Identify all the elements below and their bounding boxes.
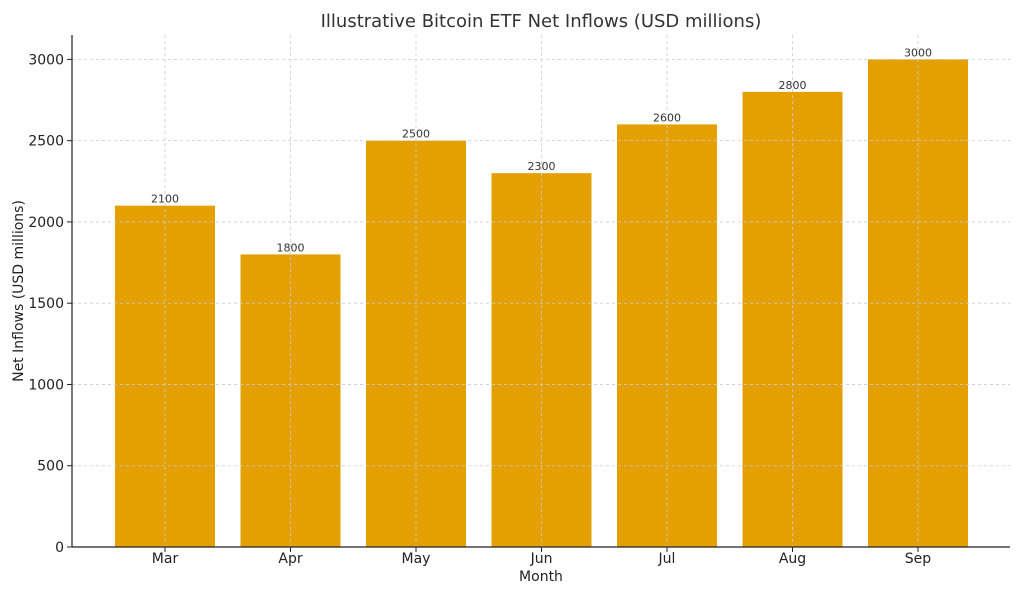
data-label-jul: 2600 <box>653 111 681 124</box>
y-tick-label: 2000 <box>28 215 64 231</box>
x-tick-label-sep: Sep <box>905 551 932 567</box>
chart-title: Illustrative Bitcoin ETF Net Inflows (US… <box>321 11 762 32</box>
x-tick-label-jun: Jun <box>530 551 553 567</box>
y-tick-label: 1500 <box>28 296 64 312</box>
data-label-may: 2500 <box>402 128 430 141</box>
y-axis-label: Net Inflows (USD millions) <box>11 200 27 382</box>
x-tick-label-jul: Jul <box>658 551 676 567</box>
x-tick-label-aug: Aug <box>779 551 806 567</box>
y-tick-label: 1000 <box>28 377 64 393</box>
data-label-sep: 3000 <box>904 46 932 59</box>
x-tick-label-may: May <box>402 551 431 567</box>
bar-mar <box>115 205 215 547</box>
x-axis-label: Month <box>519 569 563 585</box>
x-tick-label-apr: Apr <box>278 551 302 567</box>
ticks: 0 500 1000 1500 2000 2500 3000 Mar Apr May Jun Jul A… <box>28 52 931 567</box>
y-tick-label: 3000 <box>28 52 64 68</box>
x-tick-label-mar: Mar <box>152 551 179 567</box>
data-label-jun: 2300 <box>528 160 556 173</box>
y-tick-label: 0 <box>55 540 64 556</box>
y-tick-label: 500 <box>37 459 64 475</box>
y-tick-label: 2500 <box>28 134 64 150</box>
